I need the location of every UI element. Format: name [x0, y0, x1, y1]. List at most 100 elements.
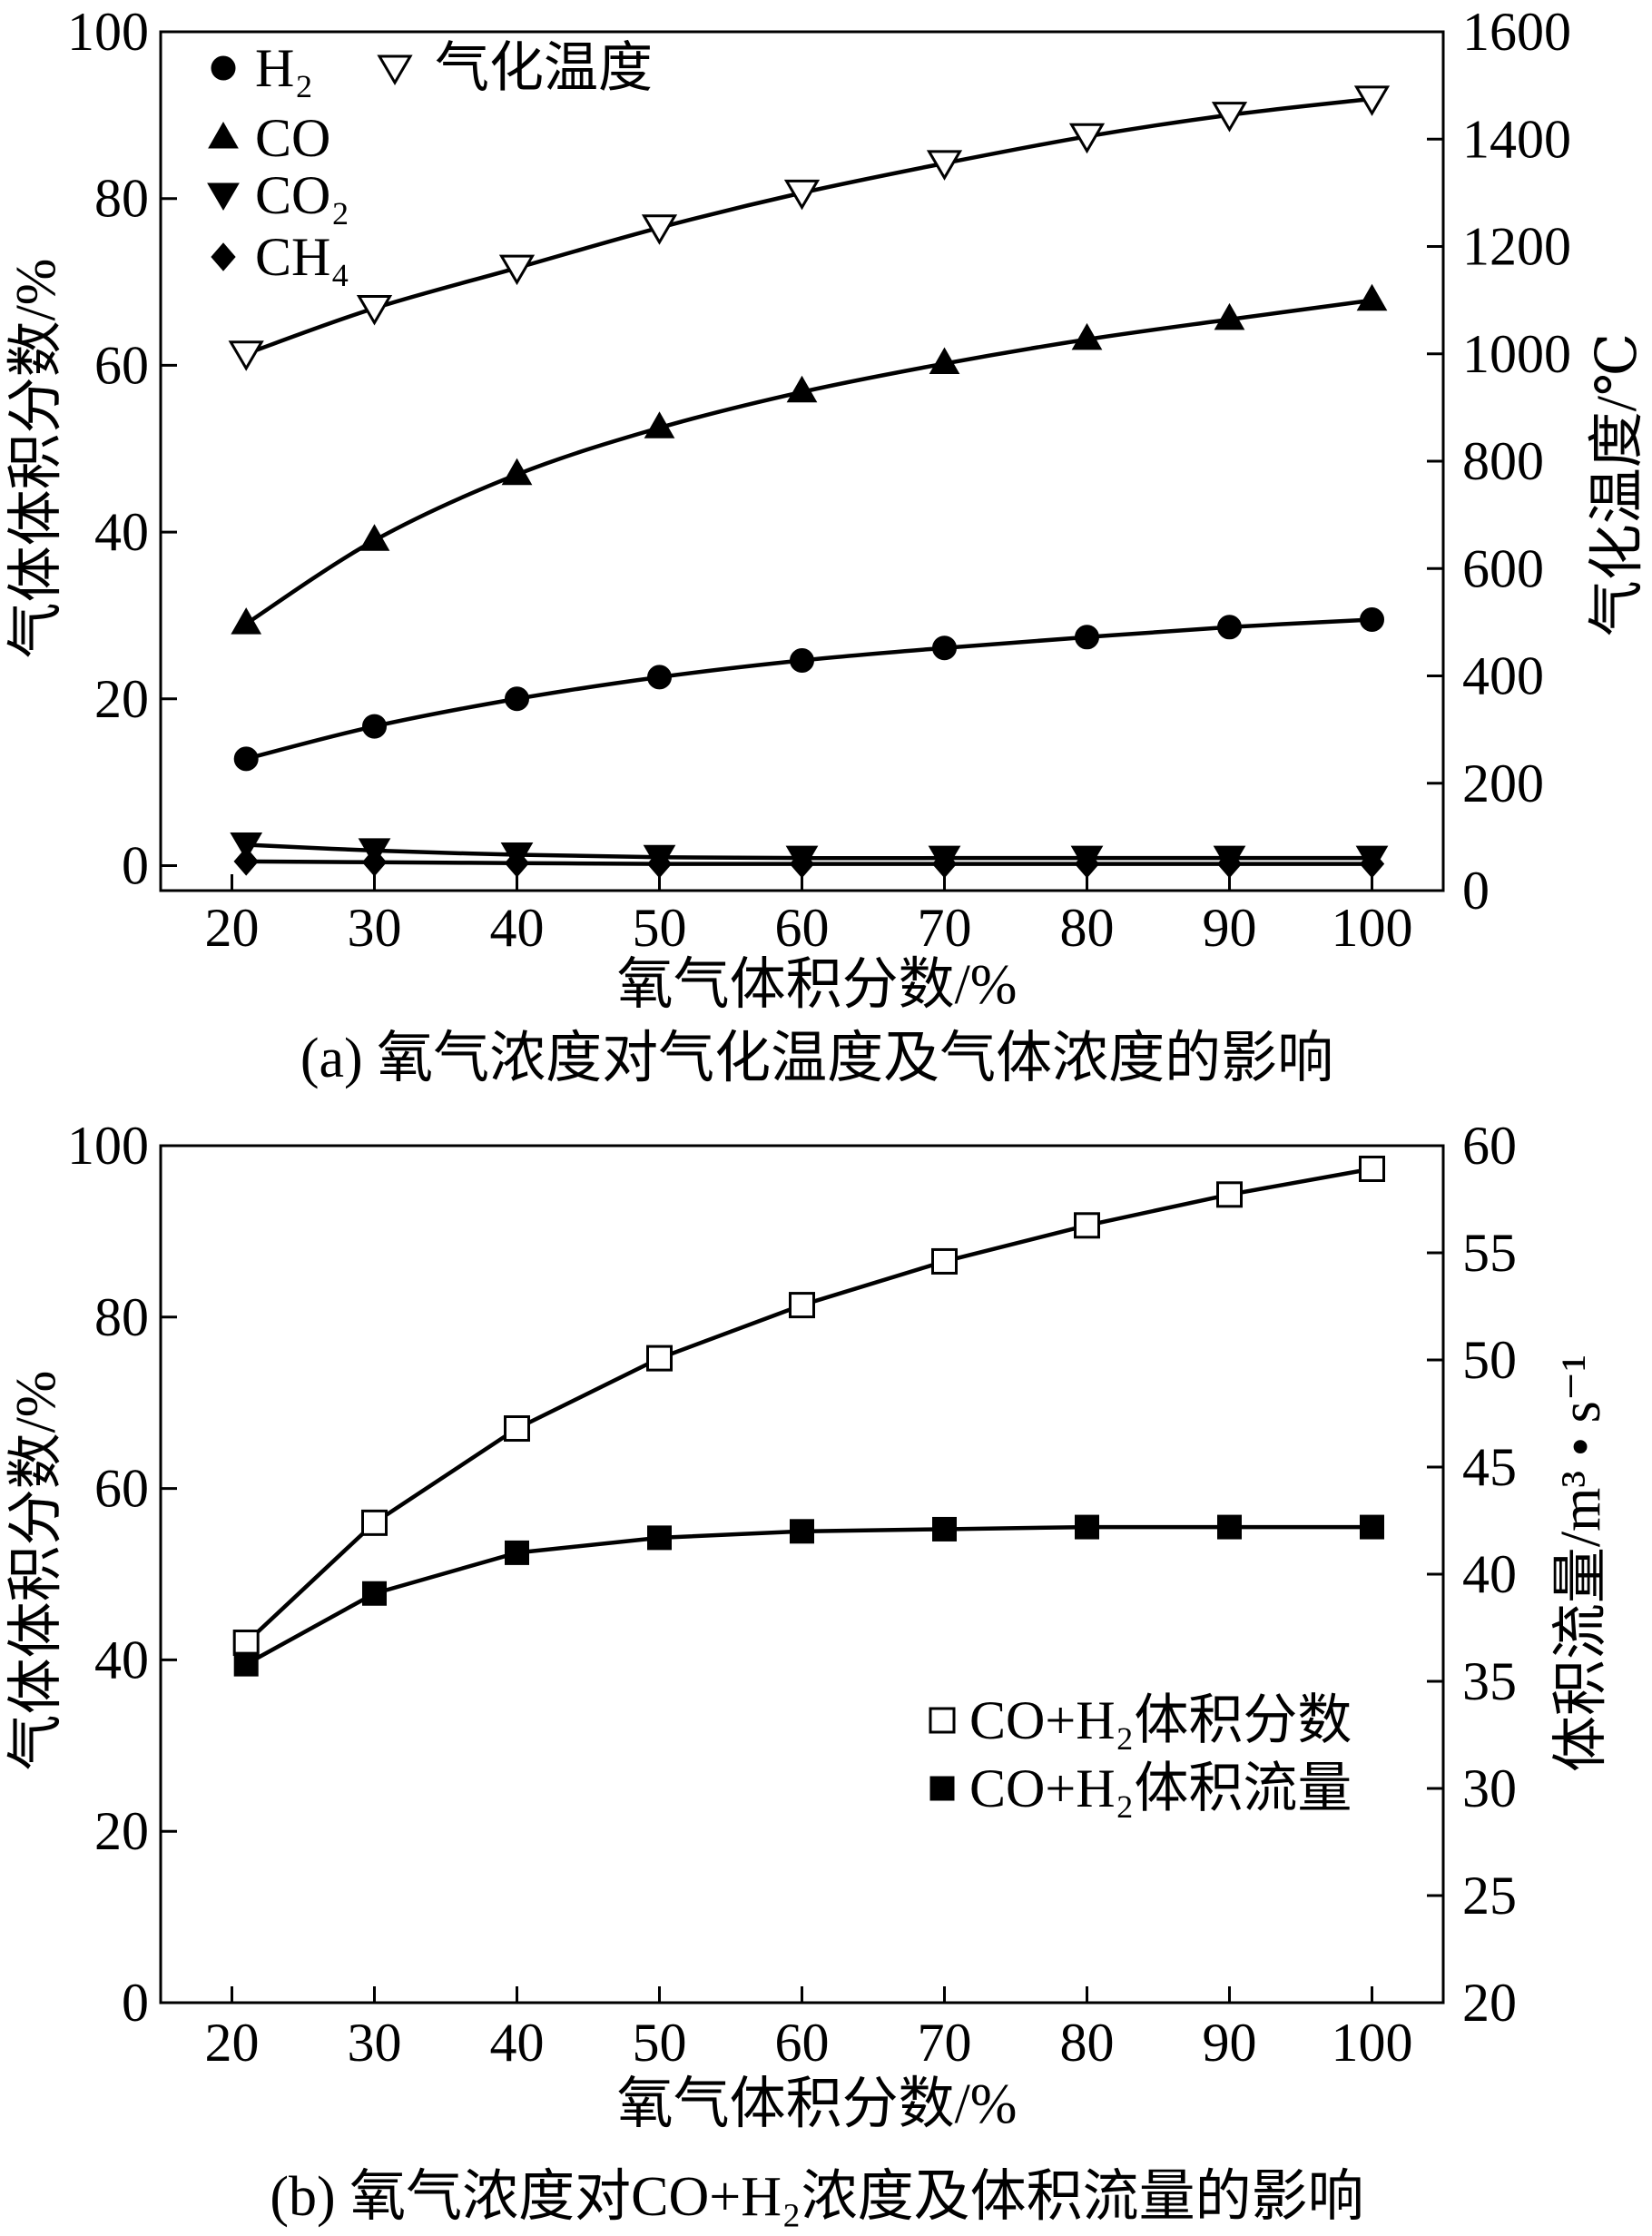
co-h2-volume-fraction-data-point: [361, 1509, 388, 1536]
x-tick-label: 70: [918, 2013, 972, 2073]
gasification-temperature-data-point: [356, 294, 393, 326]
y-tick-label: 20: [94, 669, 149, 729]
h2-data-point: [362, 714, 387, 739]
x-tick-label: 30: [348, 898, 402, 958]
ch4-data-point: [931, 849, 958, 879]
x-tick-label: 70: [918, 898, 972, 958]
y-tick-label: 0: [122, 835, 149, 895]
x-tick-label: 30: [348, 2013, 402, 2073]
y-tick-label: 40: [94, 502, 149, 562]
y2-tick-label: 50: [1462, 1330, 1517, 1390]
panel-a-caption: (a) 氧气浓度对气化温度及气体浓度的影响: [300, 1028, 1333, 1089]
co-data-point: [1356, 283, 1388, 311]
x-tick-label: 40: [490, 2013, 545, 2073]
y2-tick-label: 60: [1462, 1116, 1517, 1176]
y2-tick-label: 40: [1462, 1544, 1517, 1604]
y-tick-label: 20: [94, 1801, 149, 1861]
y2-tick-label: 20: [1462, 1973, 1517, 2033]
legend-marker-co-h2-volume-flow: [929, 1776, 955, 1801]
x-tick-label: 90: [1203, 898, 1257, 958]
x-tick-label: 100: [1332, 898, 1413, 958]
legend-label-co-h2-volume-flow: CO+H₂体积流量: [969, 1758, 1352, 1818]
legend-label-ch4: CH₄: [255, 227, 349, 287]
panel-a-x-axis-title: 氧气体积分数/%: [617, 954, 1018, 1016]
ch4-data-point: [504, 848, 530, 878]
co2-data-point: [230, 832, 263, 861]
h2-data-point: [1075, 625, 1099, 650]
ch4-data-point: [1359, 849, 1385, 879]
y-tick-label: 0: [122, 1973, 149, 2033]
co-data-point: [501, 458, 533, 486]
x-tick-label: 50: [633, 898, 687, 958]
gasification-temperature-data-point: [1068, 123, 1106, 154]
ch4-data-point: [789, 849, 815, 879]
co-h2-volume-flow-data-point: [647, 1525, 672, 1551]
y-tick-label: 60: [94, 1459, 149, 1519]
h2-data-point: [233, 746, 259, 772]
panel-b-caption: (b) 氧气浓度对CO+H₂浓度及体积流量的影响: [270, 2166, 1363, 2228]
panel-b-y2-axis-title: 体积流量/m³ • s⁻¹: [1550, 1354, 1612, 1772]
y-tick-label: 40: [94, 1630, 149, 1689]
panel-a-y-axis-title: 气体体积分数/%: [5, 259, 67, 659]
co-h2-volume-fraction-data-point: [646, 1345, 673, 1372]
legend-label-gasification-temperature: 气化温度: [435, 38, 653, 98]
panel-b-x-axis-title: 氧气体积分数/%: [617, 2073, 1018, 2135]
h2-data-point: [505, 686, 529, 712]
ch4-data-point: [1216, 849, 1243, 879]
x-tick-label: 100: [1332, 2013, 1413, 2073]
panel-b-plot-area: 20 30 40 50 60 70 80 90 100 0 20 40 60 80 100 20 25 30 35 4…: [67, 1116, 1517, 2073]
y-tick-label: 100: [67, 2, 149, 62]
h2-data-point: [932, 635, 957, 661]
y2-tick-label: 55: [1462, 1223, 1517, 1283]
co-h2-volume-flow-data-point: [1360, 1514, 1384, 1540]
h2-data-point: [647, 665, 672, 690]
gasification-temperature-data-point: [1353, 85, 1391, 116]
y2-tick-label: 1400: [1462, 109, 1571, 169]
gasification-temperature-data-point: [641, 214, 678, 245]
gasification-temperature-data-point: [1211, 102, 1248, 133]
x-tick-label: 90: [1203, 2013, 1257, 2073]
co-h2-volume-flow-data-point: [1217, 1514, 1242, 1540]
ch4-data-point: [646, 849, 673, 879]
legend-label-co-h2-volume-fraction: CO+H₂体积分数: [969, 1690, 1352, 1750]
y-tick-label: 80: [94, 169, 149, 229]
co-data-point: [786, 375, 818, 403]
y-tick-label: 100: [67, 1116, 149, 1176]
y2-tick-label: 400: [1462, 646, 1544, 706]
legend-label-co: CO: [255, 108, 330, 168]
legend-marker-co: [208, 121, 239, 149]
co-h2-volume-flow-data-point: [505, 1540, 529, 1565]
legend-marker-co-h2-volume-fraction: [929, 1707, 956, 1734]
x-tick-label: 20: [205, 2013, 260, 2073]
y2-tick-label: 30: [1462, 1758, 1517, 1818]
y-tick-label: 60: [94, 335, 149, 395]
y-tick-label: 80: [94, 1287, 149, 1347]
x-tick-label: 40: [490, 898, 545, 958]
co-h2-volume-fraction-data-point: [504, 1415, 530, 1443]
y2-tick-label: 35: [1462, 1651, 1517, 1711]
co-h2-volume-flow-data-point: [233, 1651, 259, 1677]
co-h2-volume-flow-data-point: [932, 1516, 957, 1542]
h2-data-point: [1360, 607, 1384, 633]
x-tick-label: 60: [775, 898, 830, 958]
y2-tick-label: 1200: [1462, 217, 1571, 277]
co-data-point: [929, 347, 960, 375]
y2-tick-label: 200: [1462, 754, 1544, 813]
panel-a-legend: H₂ CO CO₂ CH₄ 气化温度: [207, 38, 653, 287]
co-h2-volume-fraction-data-point: [232, 1630, 260, 1657]
panel-b-legend: CO+H₂体积分数 CO+H₂体积流量: [929, 1690, 1352, 1818]
co-data-point: [1214, 302, 1245, 330]
panel-a-y2-axis-title: 气化温度/℃: [1587, 333, 1648, 637]
co-h2-volume-fraction-data-point: [1074, 1212, 1100, 1239]
legend-marker-co2: [207, 182, 240, 211]
ch4-data-point: [233, 847, 259, 876]
y2-tick-label: 800: [1462, 431, 1544, 491]
co-data-point: [644, 411, 675, 438]
y2-tick-label: 0: [1462, 861, 1490, 921]
panel-b-y-axis-title: 气体体积分数/%: [5, 1371, 67, 1771]
gasification-temperature-data-point: [783, 179, 821, 211]
x-tick-label: 80: [1060, 898, 1115, 958]
legend-marker-gasification-temperature: [377, 54, 413, 85]
